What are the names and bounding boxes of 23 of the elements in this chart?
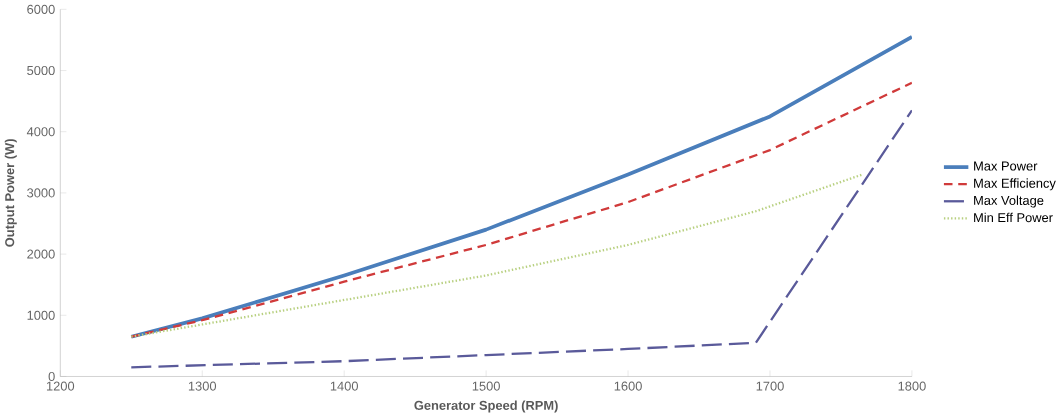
y-tick-label: 3000: [27, 188, 55, 198]
legend-label: Max Voltage: [974, 195, 1044, 208]
y-tick-label: 0: [48, 371, 55, 381]
y-tick-label: 2000: [27, 249, 55, 259]
legend-label: Max Power: [974, 161, 1038, 171]
line-series: [130, 81, 912, 338]
y-tick-label: 1000: [27, 310, 55, 320]
legend-label: Min Eff Power: [974, 212, 1053, 223]
y-axis-title: Output Power (W): [4, 139, 17, 247]
line-series: [130, 109, 912, 369]
x-axis-title: Generator Speed (RPM): [414, 400, 558, 413]
y-tick-label: 5000: [27, 65, 55, 75]
line-series: [129, 34, 912, 339]
x-tick-label: 1400: [330, 381, 358, 391]
y-tick-label: 6000: [27, 4, 55, 14]
x-tick-label: 1700: [756, 381, 784, 391]
x-tick-label: 1600: [614, 381, 642, 391]
x-tick-label: 1200: [46, 381, 75, 391]
y-tick-label: 4000: [26, 127, 55, 137]
x-tick-label: 1500: [472, 381, 500, 391]
x-tick-label: 1800: [898, 381, 926, 391]
x-tick-label: 1300: [188, 381, 217, 391]
legend-label: Max Efficiency: [974, 178, 1056, 191]
